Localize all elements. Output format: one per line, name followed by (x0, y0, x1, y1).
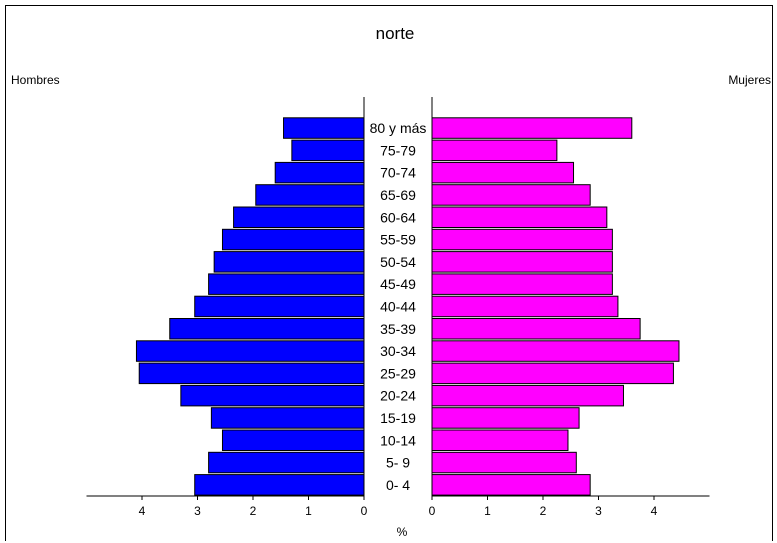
hombres-bar-30-34 (136, 341, 364, 362)
hombres-label: Hombres (11, 73, 60, 87)
age-group-label: 20-24 (380, 388, 416, 404)
mujeres-bar-45-49 (432, 274, 612, 295)
x-tick-label-right: 3 (595, 504, 602, 518)
age-group-label: 70-74 (380, 165, 416, 181)
mujeres-bar-30-34 (432, 341, 679, 362)
mujeres-bars (432, 118, 679, 495)
mujeres-bar-55-59 (432, 229, 612, 250)
age-group-label: 50-54 (380, 254, 416, 270)
x-tick-label-left: 2 (250, 504, 257, 518)
age-group-label: 35-39 (380, 321, 416, 337)
mujeres-bar-0-4 (432, 475, 590, 496)
hombres-bar-5-9 (209, 452, 364, 473)
x-tick-label-left: 4 (139, 504, 146, 518)
hombres-bar-70-74 (275, 162, 364, 183)
age-group-label: 60-64 (380, 209, 416, 225)
hombres-bar-15-19 (211, 408, 364, 429)
x-tick-label-right: 4 (651, 504, 658, 518)
mujeres-bar-65-69 (432, 185, 590, 206)
age-group-labels: 0- 4 5- 9 10-14 15-19 20-24 25-29 30-34 35-39 40… (370, 120, 427, 493)
age-group-label: 0- 4 (386, 477, 410, 493)
age-group-label: 25-29 (380, 365, 416, 381)
hombres-bar-60-64 (234, 207, 364, 228)
mujeres-bar-25-29 (432, 363, 673, 384)
hombres-bar-75-79 (292, 140, 364, 161)
hombres-bar-45-49 (209, 274, 364, 295)
age-group-label: 15-19 (380, 410, 416, 426)
hombres-bar-55-59 (222, 229, 364, 250)
x-tick-label-left: 1 (305, 504, 312, 518)
age-group-label: 30-34 (380, 343, 416, 359)
age-group-label: 40-44 (380, 298, 416, 314)
mujeres-bar-10-14 (432, 430, 568, 451)
mujeres-bar-60-64 (432, 207, 607, 228)
x-axis-label: % (397, 525, 408, 539)
mujeres-bar-15-19 (432, 408, 579, 429)
hombres-bar-80ymás (284, 118, 364, 139)
mujeres-bar-40-44 (432, 296, 618, 317)
mujeres-bar-70-74 (432, 162, 574, 183)
hombres-bar-50-54 (214, 252, 364, 273)
hombres-bar-20-24 (181, 385, 364, 406)
hombres-bar-0-4 (195, 475, 364, 496)
mujeres-bar-20-24 (432, 385, 623, 406)
mujeres-bar-80ymás (432, 118, 632, 139)
x-tick-label-left: 3 (194, 504, 201, 518)
age-group-label: 5- 9 (386, 455, 410, 471)
age-group-label: 80 y más (370, 120, 427, 136)
age-group-label: 10-14 (380, 432, 416, 448)
hombres-bar-35-39 (170, 319, 364, 340)
age-group-label: 55-59 (380, 232, 416, 248)
mujeres-bar-50-54 (432, 252, 612, 273)
age-group-label: 75-79 (380, 142, 416, 158)
mujeres-bar-5-9 (432, 452, 576, 473)
hombres-bar-65-69 (256, 185, 364, 206)
x-tick-label-right: 1 (484, 504, 491, 518)
chart-title: norte (376, 24, 415, 43)
hombres-bar-25-29 (139, 363, 364, 384)
mujeres-label: Mujeres (728, 73, 771, 87)
hombres-bar-10-14 (222, 430, 364, 451)
hombres-bars (136, 118, 364, 495)
x-tick-label-right: 2 (540, 504, 547, 518)
x-tick-label-right: 0 (429, 504, 436, 518)
mujeres-bar-75-79 (432, 140, 557, 161)
x-tick-label-left: 0 (361, 504, 368, 518)
hombres-bar-40-44 (195, 296, 364, 317)
age-group-label: 45-49 (380, 276, 416, 292)
mujeres-bar-35-39 (432, 319, 640, 340)
age-group-label: 65-69 (380, 187, 416, 203)
